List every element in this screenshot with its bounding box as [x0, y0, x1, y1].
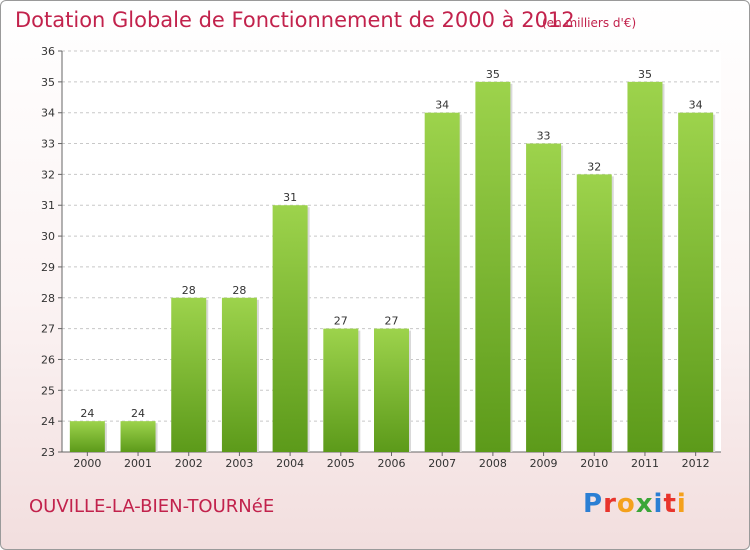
- bar: [221, 297, 257, 452]
- x-tick-label: 2001: [124, 457, 152, 470]
- x-tick-label: 2003: [225, 457, 253, 470]
- bar: [576, 174, 612, 452]
- x-tick-label: 2007: [428, 457, 456, 470]
- x-tick-label: 2010: [580, 457, 608, 470]
- logo-letter: r: [603, 489, 617, 519]
- bar: [374, 328, 409, 452]
- y-tick-label: 33: [41, 138, 55, 151]
- x-tick-label: 2002: [175, 457, 203, 470]
- x-tick-label: 2005: [327, 457, 355, 470]
- x-tick-label: 2000: [73, 457, 101, 470]
- logo-letter: o: [616, 489, 636, 519]
- bar-value-label: 24: [80, 407, 94, 420]
- bar: [424, 112, 460, 452]
- logo-letter: t: [663, 489, 677, 519]
- x-tick-label: 2011: [631, 457, 659, 470]
- x-tick-label: 2006: [378, 457, 406, 470]
- bar: [678, 112, 714, 452]
- bar: [526, 143, 562, 453]
- y-tick-label: 34: [41, 107, 55, 120]
- bar-value-label: 34: [689, 99, 703, 112]
- y-tick-label: 31: [41, 199, 55, 212]
- bar: [272, 205, 308, 452]
- bar: [475, 81, 511, 452]
- bar-value-label: 34: [435, 99, 449, 112]
- place-name: OUVILLE-LA-BIEN-TOURNéE: [29, 496, 275, 517]
- bar-value-label: 32: [587, 160, 601, 173]
- y-tick-label: 35: [41, 76, 55, 89]
- logo-letter: i: [653, 489, 664, 519]
- bar-value-label: 28: [182, 284, 196, 297]
- y-tick-label: 36: [41, 45, 55, 58]
- chart-unit-note: (en milliers d'€): [542, 16, 637, 30]
- logo-letter: i: [676, 489, 687, 519]
- bar-value-label: 24: [131, 407, 145, 420]
- bar: [171, 297, 207, 452]
- bar-value-label: 35: [638, 68, 652, 81]
- y-tick-label: 32: [41, 168, 55, 181]
- proxiti-logo: Proxiti: [583, 489, 687, 519]
- y-tick-label: 28: [41, 292, 55, 305]
- y-tick-label: 30: [41, 230, 55, 243]
- logo-letter: x: [635, 489, 654, 519]
- y-tick-label: 26: [41, 353, 55, 366]
- y-tick-label: 27: [41, 323, 55, 336]
- chart-title: Dotation Globale de Fonctionnement de 20…: [15, 8, 575, 32]
- bar-value-label: 28: [232, 284, 246, 297]
- x-tick-label: 2009: [530, 457, 558, 470]
- bar-value-label: 27: [334, 315, 348, 328]
- bar: [627, 81, 663, 452]
- x-tick-label: 2004: [276, 457, 304, 470]
- y-tick-label: 23: [41, 446, 55, 459]
- bar: [323, 328, 359, 452]
- logo-letter: P: [583, 489, 604, 519]
- bar-value-label: 27: [385, 315, 399, 328]
- y-tick-label: 25: [41, 384, 55, 397]
- x-tick-label: 2008: [479, 457, 507, 470]
- bar-value-label: 35: [486, 68, 500, 81]
- y-tick-label: 24: [41, 415, 55, 428]
- bar-value-label: 31: [283, 191, 297, 204]
- bar: [120, 421, 156, 452]
- bar: [69, 421, 105, 452]
- y-tick-label: 29: [41, 261, 55, 274]
- x-tick-label: 2012: [682, 457, 710, 470]
- bar-value-label: 33: [537, 130, 551, 143]
